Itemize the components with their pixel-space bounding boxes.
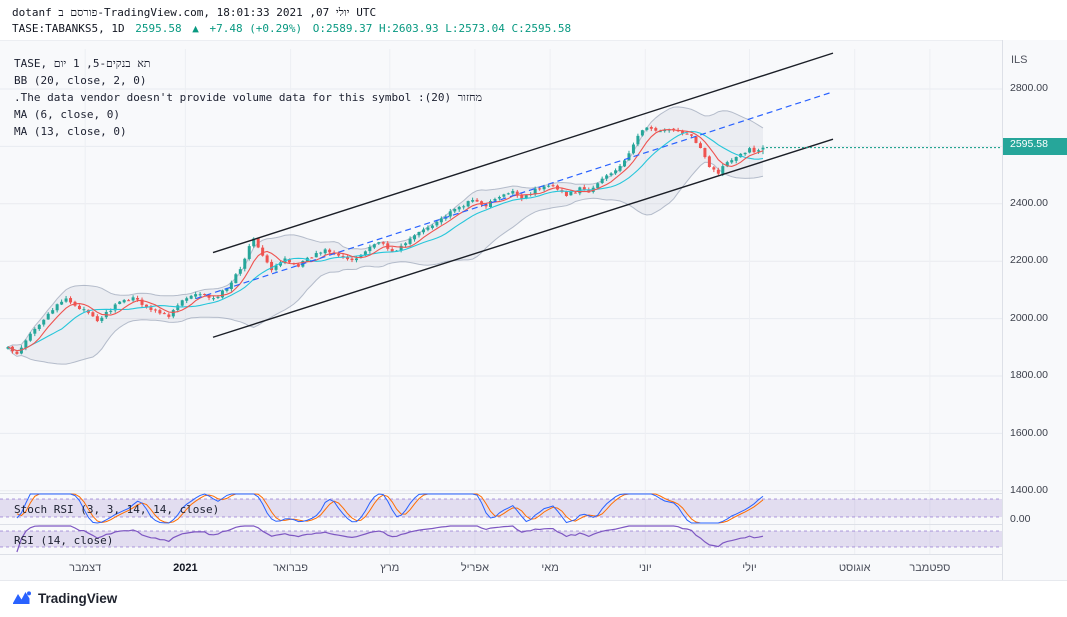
price-chart-canvas[interactable] — [0, 41, 1002, 554]
last-price-badge: 2595.58 — [1003, 138, 1067, 155]
price-tick-1400: 1400.00 — [1010, 484, 1048, 496]
price-axis[interactable]: ILS 2800.00 2600.00 2400.00 2200.00 2000… — [1002, 40, 1067, 580]
stoch-rsi-pane-label[interactable]: Stoch RSI (3, 3, 14, 14, close) — [14, 503, 220, 516]
currency-label: ILS — [1011, 54, 1028, 66]
time-axis-label-march: מרץ — [380, 562, 400, 574]
price-tick-2800: 2800.00 — [1010, 82, 1048, 94]
snapshot-byline: dotanf פורסם ב-TradingView.com, יולי 07,… — [12, 6, 377, 19]
price-tick-1600: 1600.00 — [1010, 427, 1048, 439]
price-tick-2400: 2400.00 — [1010, 197, 1048, 209]
up-arrow-icon: ▲ — [192, 22, 199, 35]
symbol-quote-line: TASE:TABANKS5, 1D 2595.58 ▲ +7.48 (+0.29… — [12, 22, 575, 35]
price-tick-1800: 1800.00 — [1010, 369, 1048, 381]
time-axis-label-august: אוגוסט — [838, 562, 871, 574]
time-axis-label-may: מאי — [541, 562, 559, 574]
snapshot-header: dotanf פורסם ב-TradingView.com, יולי 07,… — [0, 0, 1067, 40]
time-axis-label-june: יוני — [638, 562, 652, 574]
symbol-interval-label: TASE:TABANKS5, 1D — [12, 22, 125, 35]
time-axis-label-2021: 2021 — [173, 562, 198, 574]
ohlc-values: O:2589.37 H:2603.93 L:2573.04 C:2595.58 — [312, 22, 572, 35]
time-axis-label-december: דצמבר — [69, 562, 102, 574]
time-axis-label-september: ספטמבר — [909, 562, 951, 574]
price-tick-2000: 2000.00 — [1010, 312, 1048, 324]
chart-region: TASE, תא בנקים-5, 1 יום BB (20, close, 2… — [0, 40, 1002, 580]
tradingview-logo-icon — [13, 591, 31, 604]
legend-volume-warning-row: מחזור (20): The data vendor doesn't prov… — [14, 91, 483, 104]
legend-ma13-row[interactable]: MA (13, close, 0) — [14, 125, 127, 138]
rsi-pane-label[interactable]: RSI (14, close) — [14, 534, 114, 547]
legend-ma6-row[interactable]: MA (6, close, 0) — [14, 108, 120, 121]
price-change-value: +7.48 (+0.29%) — [209, 22, 303, 35]
price-tick-2200: 2200.00 — [1010, 254, 1048, 266]
indicator-zero-tick: 0.00 — [1010, 513, 1031, 525]
time-axis-label-february: פברואר — [273, 562, 308, 574]
time-axis-label-july: יולי — [742, 562, 757, 574]
legend-bb-row[interactable]: BB (20, close, 2, 0) — [14, 74, 147, 87]
snapshot-footer: TradingView — [0, 580, 1067, 617]
last-price-value: 2595.58 — [135, 22, 182, 35]
tradingview-brand[interactable]: TradingView — [12, 590, 117, 606]
time-axis-label-april: אפריל — [460, 562, 490, 574]
tradingview-brand-text: TradingView — [38, 590, 118, 606]
legend-symbol-row[interactable]: TASE, תא בנקים-5, 1 יום — [14, 57, 151, 70]
time-axis[interactable]: דצמבר 2021 פברואר מרץ אפריל מאי יוני יול… — [0, 554, 1002, 581]
